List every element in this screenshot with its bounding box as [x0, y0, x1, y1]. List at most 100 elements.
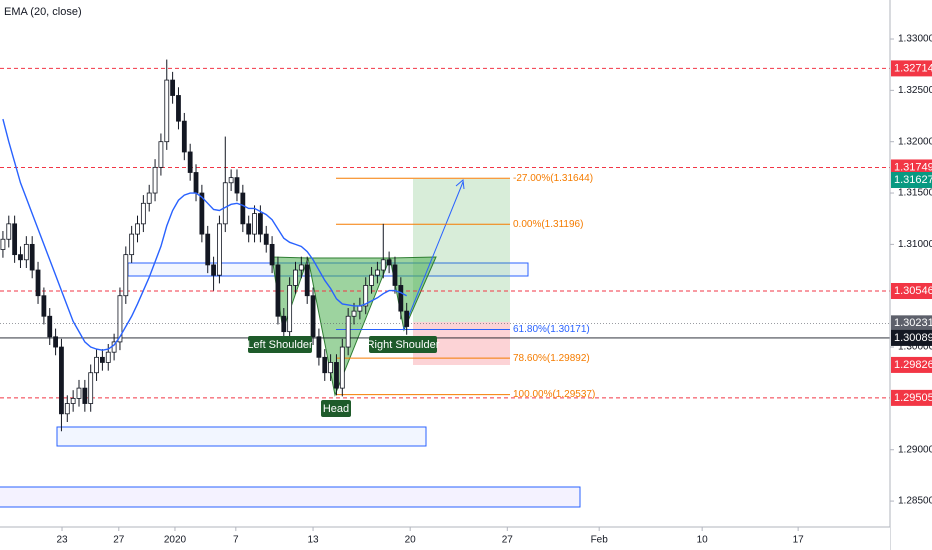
candle-body — [351, 310, 357, 317]
candle-body — [357, 305, 363, 312]
annotation: Left Shoulder — [247, 339, 313, 351]
levels: -27.00%(1.31644) 0.00%(1.31196) 61.80%(1.3… — [0, 67, 890, 400]
candle-body — [380, 259, 386, 271]
level-tag — [891, 159, 932, 176]
candle-body — [304, 264, 310, 297]
y-tick-label: 1.30000 — [898, 342, 932, 353]
candle-body — [170, 79, 176, 96]
annotation: Right Shoulder — [367, 339, 440, 351]
projection-arrow — [402, 181, 464, 331]
y-tick-label: 1.28500 — [898, 496, 932, 507]
candle-body — [316, 336, 322, 358]
y-tick-label: 1.29000 — [898, 444, 932, 455]
candle-body — [199, 192, 205, 235]
level-tag — [891, 389, 932, 406]
candle-body — [76, 387, 82, 399]
arrow-head — [455, 179, 465, 190]
candle-body — [205, 233, 211, 266]
x-tick-label: 10 — [697, 535, 709, 546]
candle-body — [35, 269, 41, 297]
y-tick-label: 1.32500 — [898, 85, 932, 96]
y-tick-label: 1.33000 — [898, 34, 932, 45]
candle-body — [47, 315, 53, 338]
candle-body — [105, 351, 111, 363]
candle-body — [129, 233, 135, 256]
candle-body — [398, 285, 404, 312]
fib-label: 78.60%(1.29892) — [513, 353, 590, 364]
candle-body — [363, 285, 369, 307]
candle-body — [375, 269, 380, 276]
annotation-box — [321, 400, 351, 417]
y-tick-label: 1.32000 — [898, 136, 932, 147]
level-label: 1.29505 — [894, 392, 932, 404]
axes: 1.32714 1.31749 1.30546 1.29505 1.33000 1.325… — [56, 34, 932, 546]
price-tag — [891, 356, 932, 373]
candle-body — [123, 254, 129, 297]
x-tick-label: 2020 — [164, 535, 187, 546]
x-tick-label: 23 — [56, 535, 68, 546]
price-tag — [891, 329, 932, 346]
x-tick-label: 27 — [113, 535, 125, 546]
candle-body — [70, 397, 76, 404]
candle-body — [269, 243, 275, 266]
price-axis — [890, 0, 932, 550]
candle-body — [339, 346, 345, 389]
candle-body — [369, 274, 374, 286]
candle-body — [94, 356, 99, 374]
x-tick-label: 13 — [307, 535, 319, 546]
level-tag — [891, 60, 932, 77]
price-tag-label: 1.31627 — [894, 174, 932, 186]
level-label: 1.32714 — [894, 62, 932, 74]
fib-label: 0.00%(1.31196) — [513, 219, 583, 230]
candle-body — [328, 362, 334, 374]
plot — [0, 59, 410, 432]
candle-body — [263, 233, 269, 245]
candle-body — [275, 264, 281, 317]
candle-body — [146, 192, 152, 204]
x-tick-label: Feb — [591, 535, 609, 546]
candle-body — [187, 151, 193, 173]
candle-body — [99, 356, 105, 363]
candle-body — [252, 213, 257, 235]
candle-body — [322, 356, 328, 374]
candle-body — [287, 285, 293, 333]
annotation: Head — [323, 403, 349, 415]
candle-body — [386, 259, 392, 266]
candle-body — [293, 269, 298, 286]
fib-label: -27.00%(1.31644) — [513, 173, 593, 184]
candle-body — [246, 223, 252, 235]
zone — [56, 426, 427, 447]
price-tag-label: 1.30089 — [894, 332, 932, 344]
target-zone — [413, 179, 510, 322]
candle-body — [117, 295, 123, 343]
candle-body — [211, 264, 216, 276]
candle-body — [404, 310, 410, 327]
candle-body — [193, 172, 199, 194]
level-label: 1.31749 — [894, 161, 932, 173]
candle-body — [310, 295, 316, 338]
ema-line — [2, 118, 407, 351]
candle-body — [181, 120, 187, 153]
candle-body — [257, 213, 263, 235]
level-label: 1.30546 — [894, 285, 932, 297]
candle-body — [228, 177, 234, 184]
candle-body — [158, 141, 164, 168]
candle-body — [6, 223, 12, 240]
price-tag-label: 1.30231 — [894, 317, 932, 329]
candle-body — [64, 403, 70, 415]
annotation-box — [248, 336, 312, 353]
candle-body — [88, 372, 94, 404]
candle-body — [29, 243, 35, 271]
x-tick-label: 20 — [405, 535, 417, 546]
candle-body — [281, 315, 287, 333]
price-tag — [891, 171, 932, 188]
fib-label: 100.00%(1.29537) — [513, 389, 595, 400]
zone — [0, 486, 581, 508]
candle-body — [53, 336, 58, 348]
candle-body — [345, 315, 351, 348]
candle-body — [140, 202, 146, 225]
candle-body — [82, 387, 88, 404]
pattern-part — [389, 256, 437, 332]
level-tag — [891, 282, 932, 299]
